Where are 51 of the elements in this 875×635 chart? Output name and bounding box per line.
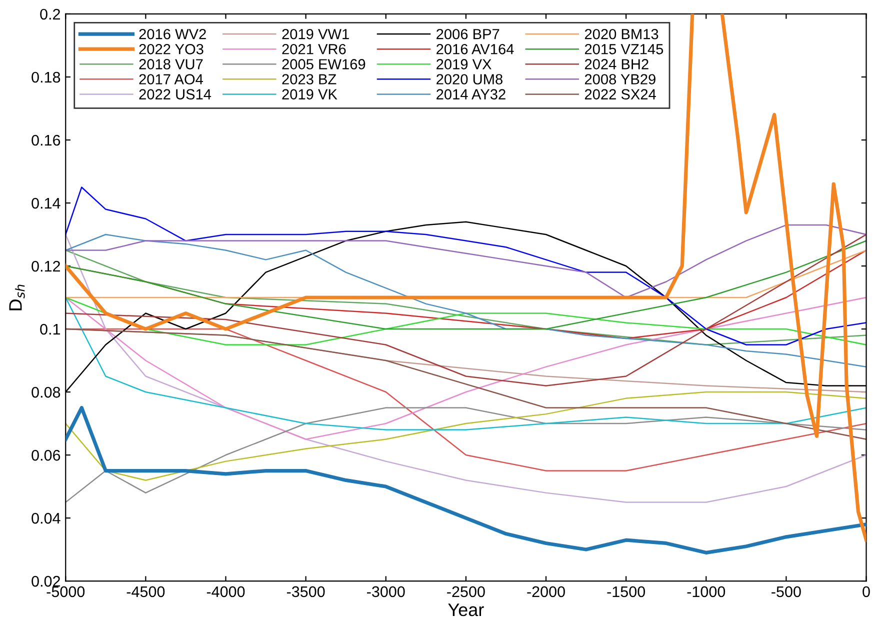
y-tick-label: 0.08 [32,386,60,398]
x-tick-label: -4000 [206,586,245,598]
y-tick-label: 0.02 [32,576,60,587]
x-tick-label: -2000 [527,586,565,598]
legend-label: 2023 BZ [282,74,336,84]
y-tick-label: 0.1 [40,324,60,335]
x-axis-title: Year [448,604,484,616]
legend-label: 2014 AY32 [436,89,506,100]
legend-label: 2016 WV2 [139,28,206,40]
legend-label: 2005 EW169 [282,59,366,70]
legend-label: 2019 VX [436,59,492,70]
y-axis-title: D$_{sh}$ [9,284,25,310]
legend-label: 2019 VK [282,89,338,100]
legend-label: 2018 VU7 [139,59,203,70]
legend-label: 2022 SX24 [584,89,656,100]
x-tick-label: -2500 [447,586,485,598]
line-series [66,391,866,481]
legend-label: 2022 US14 [139,89,212,100]
line-series [66,186,866,346]
x-tick-label: -1500 [607,586,646,598]
legend-label: 2021 VR6 [282,44,346,54]
legend-label: 2020 BM13 [584,28,658,40]
line-series [66,296,866,346]
line-series [66,224,866,298]
legend-label: 2020 UM8 [436,74,502,84]
line-series [66,407,866,503]
x-tick-label: -5000 [46,586,85,598]
y-tick-label: 0.14 [32,198,60,209]
x-tick-label: -3500 [286,586,325,598]
y-tick-label: 0.06 [32,450,60,461]
x-tick-label: -500 [772,586,801,598]
x-tick-label: -1000 [687,586,726,598]
line-series [66,406,866,554]
legend-label: 2008 YB29 [584,74,656,84]
y-tick-label: 0.12 [32,260,60,272]
legend-label: 2015 VZ145 [584,44,664,54]
legend-label: 2006 BP7 [436,28,500,40]
legend-label: 2017 AO4 [139,74,203,84]
legend-label: 2016 AV164 [436,44,514,54]
line-series [66,240,866,330]
y-tick-label: 0.18 [32,72,60,83]
x-tick-label: -3000 [367,586,405,598]
legend-label: 2024 BH2 [584,59,648,70]
y-tick-label: 0.04 [32,512,60,524]
y-tick-label: 0.2 [40,8,60,20]
legend-label: 2022 YO3 [139,44,204,54]
y-tick-label: 0.16 [32,134,60,146]
line-series [66,328,866,440]
legend-label: 2019 VW1 [282,28,349,40]
x-tick-label: -4500 [126,586,165,598]
x-tick-label: 0 [862,586,870,598]
